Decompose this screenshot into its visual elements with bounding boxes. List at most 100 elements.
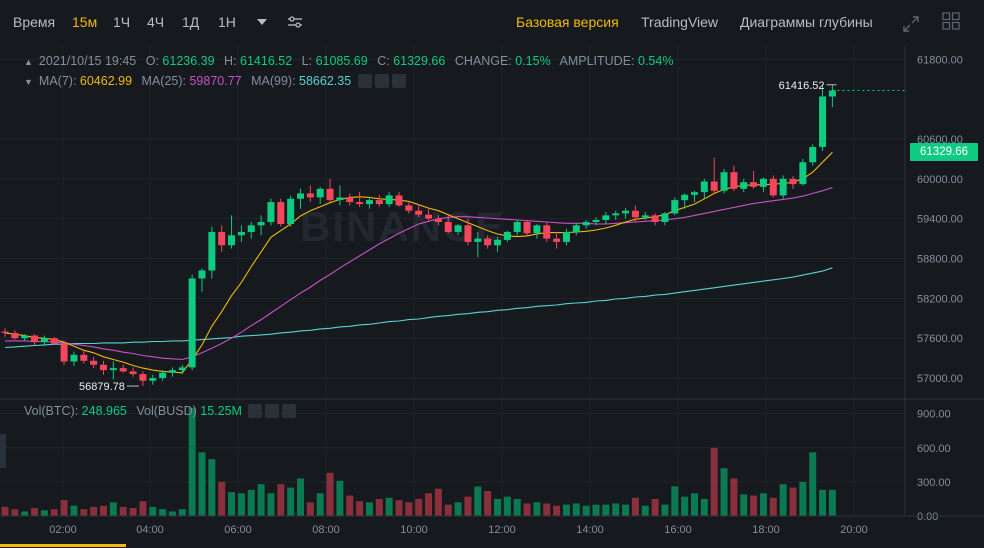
candle-body — [365, 200, 373, 205]
view-tradingview[interactable]: TradingView — [641, 14, 719, 30]
volume-bar — [60, 500, 68, 516]
volume-bar — [769, 497, 777, 516]
interval-15m[interactable]: 15м — [72, 14, 98, 30]
time-tick-label: 02:00 — [49, 524, 77, 536]
candle-body — [149, 378, 157, 381]
volume-bar — [139, 501, 147, 516]
candle-body — [168, 370, 176, 373]
interval-1h[interactable]: 1Ч — [113, 14, 131, 30]
candle-body — [789, 178, 797, 185]
ma-close-icon[interactable] — [391, 74, 406, 88]
high-label: H: — [224, 54, 237, 68]
interval-1w[interactable]: 1Н — [218, 14, 236, 30]
candle-body — [740, 182, 748, 189]
binance-watermark: BINANCE — [300, 203, 505, 250]
ma7-value: 60462.99 — [79, 74, 133, 88]
candle-body — [326, 188, 334, 201]
low-label: L: — [301, 54, 313, 68]
indicator-settings-icon[interactable] — [287, 15, 303, 29]
candle-body — [730, 172, 738, 189]
volume-tick-label: 300.00 — [917, 477, 951, 489]
chart-area[interactable]: BINANCE 61800.00 60600.00 60000.00 59400.00… — [0, 46, 984, 548]
candle-body — [228, 235, 236, 246]
candle-body — [306, 193, 314, 198]
expand-icon[interactable] — [902, 15, 920, 33]
volume-bar — [730, 478, 738, 516]
volume-bar — [188, 408, 196, 516]
ohlc-datetime: 2021/10/15 19:45 — [38, 54, 137, 68]
vol-visibility-eye-icon[interactable] — [248, 404, 263, 418]
candle-body — [70, 354, 78, 362]
candle-body — [809, 146, 817, 163]
open-value: 61236.39 — [162, 54, 215, 68]
candle-body — [425, 214, 433, 219]
vol-settings-gear-icon[interactable] — [265, 404, 280, 418]
ma-settings-gear-icon[interactable] — [374, 74, 389, 88]
candle-body — [474, 238, 482, 242]
candle-body — [503, 231, 511, 240]
volume-bar — [31, 508, 39, 516]
time-tick-label: 18:00 — [752, 524, 780, 536]
volume-bar — [100, 505, 107, 516]
candle-body — [21, 335, 29, 339]
volume-bar — [779, 484, 787, 516]
legend-caret-icon: ▼ — [24, 77, 33, 87]
vol-btc-label: Vol(BTC): — [24, 404, 79, 418]
candle-body — [572, 225, 580, 232]
price-tick-label: 61800.00 — [917, 54, 963, 66]
volume-bar — [454, 502, 462, 516]
volume-bar — [80, 509, 88, 516]
amplitude-label: AMPLITUDE: — [559, 54, 635, 68]
volume-bar — [710, 447, 718, 516]
volume-bar — [267, 493, 275, 516]
ma25-value: 59870.77 — [189, 74, 242, 88]
vol-close-icon[interactable] — [282, 404, 297, 418]
ohlc-legend: ▲ 2021/10/15 19:45 O: 61236.39 H: 61416.5… — [24, 54, 673, 68]
candle-body — [543, 225, 551, 239]
volume-bar — [346, 495, 354, 516]
time-tick-label: 20:00 — [840, 524, 868, 536]
volume-bar — [661, 504, 669, 516]
candle-body — [562, 231, 570, 242]
volume-bar — [789, 487, 797, 516]
interval-1d[interactable]: 1Д — [182, 14, 200, 30]
candle-body — [769, 178, 777, 196]
candle-body — [277, 202, 285, 224]
candle-body — [799, 162, 807, 185]
candle-body — [622, 210, 630, 214]
volume-bar — [218, 481, 226, 516]
time-tick-label: 06:00 — [224, 524, 252, 536]
candlestick-chart[interactable]: BINANCE 61800.00 60600.00 60000.00 59400.00… — [0, 46, 984, 548]
candle-body — [50, 338, 58, 344]
volume-bar — [50, 509, 58, 516]
volume-bar — [168, 511, 176, 516]
candle-body — [287, 198, 295, 224]
ma25-label: MA(25): — [141, 74, 186, 88]
volume-bar — [631, 497, 639, 516]
candle-body — [60, 343, 68, 362]
chart-grid — [0, 46, 905, 517]
interval-dropdown-icon[interactable] — [256, 18, 268, 26]
candle-body — [346, 197, 354, 203]
interval-4h[interactable]: 4Ч — [147, 14, 165, 30]
view-basic[interactable]: Базовая версия — [516, 14, 619, 30]
volume-bar — [691, 493, 698, 516]
ma-visibility-eye-icon[interactable] — [357, 74, 372, 88]
high-value: 61416.52 — [240, 54, 293, 68]
layout-grid-icon[interactable] — [942, 12, 960, 30]
volume-bar — [523, 503, 531, 516]
open-label: O: — [145, 54, 159, 68]
view-depth-chart[interactable]: Диаграммы глубины — [740, 14, 873, 30]
candle-body — [434, 218, 442, 222]
close-value: 61329.66 — [393, 54, 446, 68]
time-label: Время — [13, 14, 56, 30]
volume-bar — [247, 489, 255, 516]
candle-body — [109, 368, 117, 371]
candle-body — [297, 193, 304, 199]
candle-body — [208, 231, 216, 271]
candle-body — [651, 215, 659, 222]
change-value: 0.15% — [515, 54, 551, 68]
candle-body — [553, 238, 561, 242]
volume-bar — [484, 490, 492, 516]
current-price-badge: 61329.66 — [910, 143, 978, 161]
